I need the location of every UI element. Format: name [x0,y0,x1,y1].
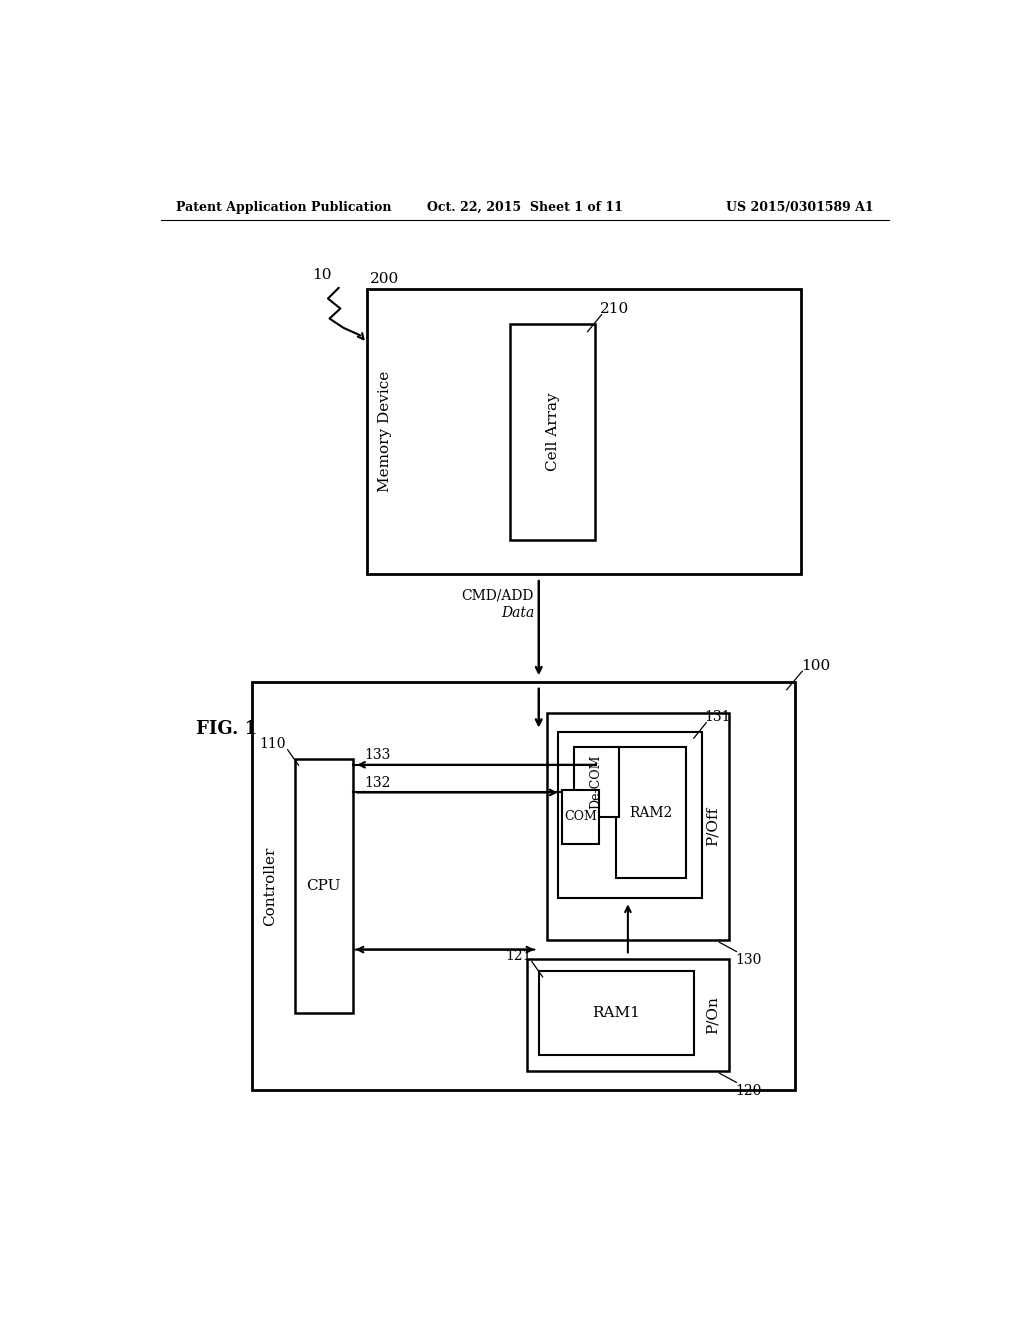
Bar [295,759,352,1014]
Text: 131: 131 [705,710,731,725]
Bar [562,789,599,843]
Bar [252,682,795,1090]
Text: 200: 200 [370,272,399,286]
Text: 120: 120 [735,1084,761,1098]
Text: 121: 121 [505,949,531,964]
Bar [527,960,729,1071]
Text: CMD/ADD: CMD/ADD [462,589,535,603]
Text: US 2015/0301589 A1: US 2015/0301589 A1 [726,201,873,214]
Text: 100: 100 [801,659,829,673]
Text: RAM2: RAM2 [630,807,673,820]
Text: Memory Device: Memory Device [378,371,392,492]
Bar [367,289,801,574]
Text: COM: COM [564,810,597,824]
Bar [539,970,693,1056]
Text: Patent Application Publication: Patent Application Publication [176,201,391,214]
Bar [510,323,595,540]
Bar [547,713,729,940]
Text: Controller: Controller [263,846,278,925]
Text: P/Off: P/Off [707,807,720,846]
Text: Oct. 22, 2015  Sheet 1 of 11: Oct. 22, 2015 Sheet 1 of 11 [427,201,623,214]
Text: 10: 10 [312,268,332,281]
Text: FIG. 1: FIG. 1 [197,721,257,738]
Text: 130: 130 [735,953,761,968]
Text: De-COM: De-COM [590,755,602,809]
Text: P/On: P/On [707,995,720,1034]
Text: 110: 110 [260,738,286,751]
Text: CPU: CPU [306,879,341,894]
Text: RAM1: RAM1 [592,1006,640,1020]
Text: Cell Array: Cell Array [546,392,560,471]
Bar [558,733,701,898]
Text: 132: 132 [365,776,391,791]
Text: Data: Data [501,606,535,619]
Bar [573,747,618,817]
Text: 210: 210 [600,302,629,317]
Bar [616,747,686,878]
Text: 133: 133 [365,748,391,763]
